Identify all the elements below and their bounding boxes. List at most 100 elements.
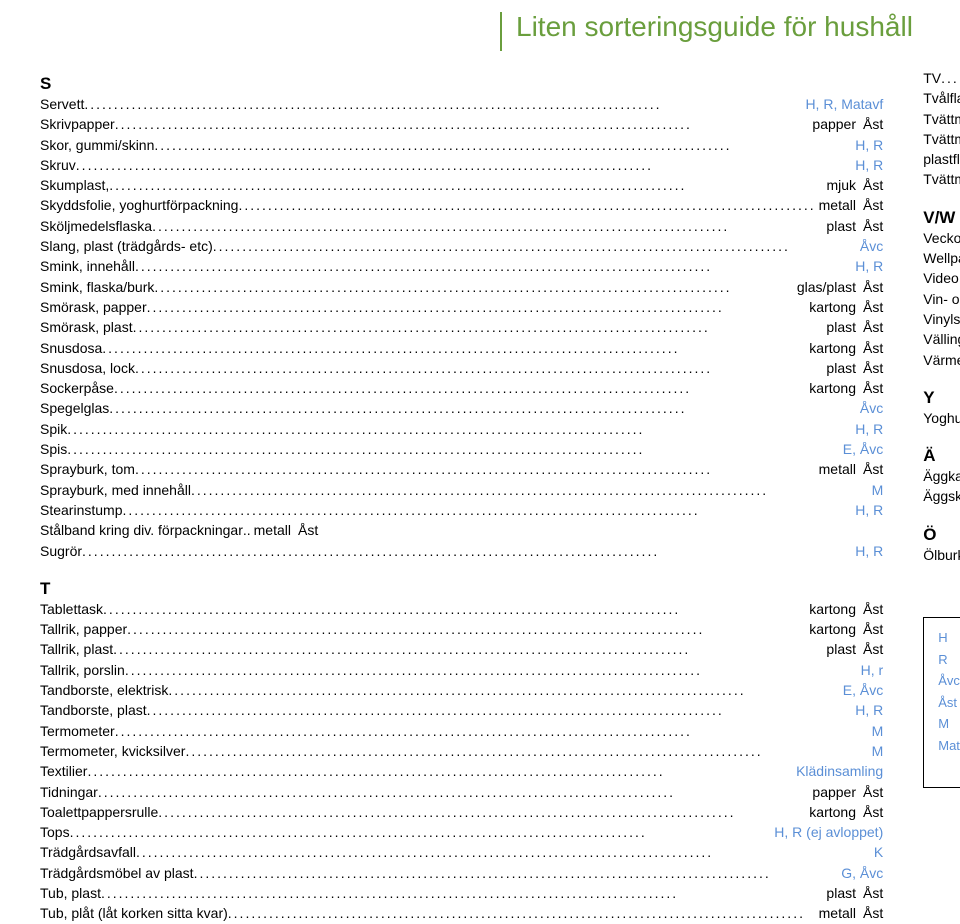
item-destination: Åst [859,639,883,659]
item-row: Stålband kring div. förpackningar..metal… [40,520,883,540]
plain-line: Tvättmedelsförpackning [923,129,960,149]
item-label: Äggkartong [923,466,960,486]
item-row: Ölburkarpantsystem [923,545,960,565]
item-label: Tablettask [40,599,103,619]
legend-key: H [938,628,960,648]
item-label: Tallrik, papper [40,619,127,639]
item-row: Trädgårdsavfall K [40,842,883,862]
leader-dots [109,398,856,418]
item-row: YoghurtburkplastÅst [923,408,960,428]
item-destination: Åst [859,782,883,802]
item-category: kartong [806,378,859,398]
item-destination: H, R [851,541,883,561]
item-destination: H, R [851,419,883,439]
item-label: Vällingpaket [923,329,960,349]
item-destination: Åst [294,520,318,540]
leader-dots [115,721,868,741]
item-label: Tandborste, plast [40,700,147,720]
item-destination: Åst [859,297,883,317]
section-heading: Ö [923,525,960,545]
leader-dots [109,175,823,195]
item-label: Sockerpåse [40,378,114,398]
item-row: VeckotidningarpapperÅst [923,228,960,248]
item-label: Spegelglas [40,398,109,418]
item-row: VideoE, Åvc [923,268,960,288]
item-destination: K [870,842,883,862]
item-destination: M [868,721,884,741]
leader-dots [115,114,810,134]
item-row: Skor, gummi/skinnH, R [40,135,883,155]
item-row: VinylskivaH, R [923,309,960,329]
item-row: TvålflaskaplastÅst [923,88,960,108]
item-label: Tvättmedelsförpackning, plastpåse [923,169,960,189]
item-label: Skrivpapper [40,114,115,134]
item-label: Ölburkar [923,545,960,565]
item-label: Smörask, plast [40,317,133,337]
item-label: Servett [40,94,84,114]
leader-dots [101,883,823,903]
item-category: mjuk [823,175,859,195]
leader-dots [238,195,815,215]
item-destination: Åst [859,599,883,619]
item-row: Snusdosa, lockplastÅst [40,358,883,378]
item-label: Äggskal [923,486,960,506]
spacer [40,561,883,573]
content-columns: SServettH, R, MatavfSkrivpapperpapperÅst… [40,68,920,924]
item-destination: M [868,741,884,761]
left-column: SServettH, R, MatavfSkrivpapperpapperÅst… [40,68,883,924]
item-category: metall [816,903,859,923]
item-row: TablettaskkartongÅst [40,599,883,619]
item-category: plast [823,216,859,236]
item-category: metall [251,520,294,540]
item-destination: E, Åvc [839,439,883,459]
leader-dots [158,802,806,822]
item-destination: Åst [859,883,883,903]
item-label: Trädgårdsavfall [40,842,136,862]
item-label: Termometer [40,721,115,741]
item-label: Smink, innehåll [40,256,135,276]
leader-dots [147,700,852,720]
item-destination: Åst [859,114,883,134]
item-row: Smörask, plastplastÅst [40,317,883,337]
item-label: Skor, gummi/skinn [40,135,154,155]
item-category: plast [823,883,859,903]
leader-dots [154,135,851,155]
item-label: Tops [40,822,70,842]
item-row: SpisE, Åvc [40,439,883,459]
leader-dots [122,500,851,520]
item-row: Slang, plast (trädgårds- etc)Åvc [40,236,883,256]
item-row: Skyddsfolie, yoghurtförpackningmetallÅst [40,195,883,215]
section-heading: S [40,74,883,94]
item-destination: Åst [859,619,883,639]
item-label: Textilier [40,761,87,781]
leader-dots [76,155,851,175]
leader-dots [67,419,851,439]
leader-dots [70,822,771,842]
leader-dots [213,236,856,256]
item-category: plast [823,317,859,337]
item-row: ServettH, R, Matavf [40,94,883,114]
item-category: papper [809,782,859,802]
item-destination: Åst [859,277,883,297]
spacer [923,507,960,519]
item-category: glas/plast [794,277,859,297]
item-destination: Åst [859,459,883,479]
item-row: Tub, plastplastÅst [40,883,883,903]
item-row: Tandborste, plastH, R [40,700,883,720]
leader-dots [114,378,806,398]
item-label: Spik [40,419,67,439]
item-label: Sprayburk, tom [40,459,135,479]
item-label: Snusdosa [40,338,102,358]
spacer [923,428,960,440]
leader-dots [82,541,851,561]
leader-dots [87,761,792,781]
leader-dots [191,480,868,500]
item-label: Tvättmaskiner [923,109,960,129]
item-destination: E, Åvc [839,680,883,700]
section-heading: Ä [923,446,960,466]
item-row: Skumplast,mjukÅst [40,175,883,195]
item-label: Slang, plast (trädgårds- etc) [40,236,213,256]
leader-dots [154,277,793,297]
item-label: Video [923,268,959,288]
leader-dots [113,639,823,659]
